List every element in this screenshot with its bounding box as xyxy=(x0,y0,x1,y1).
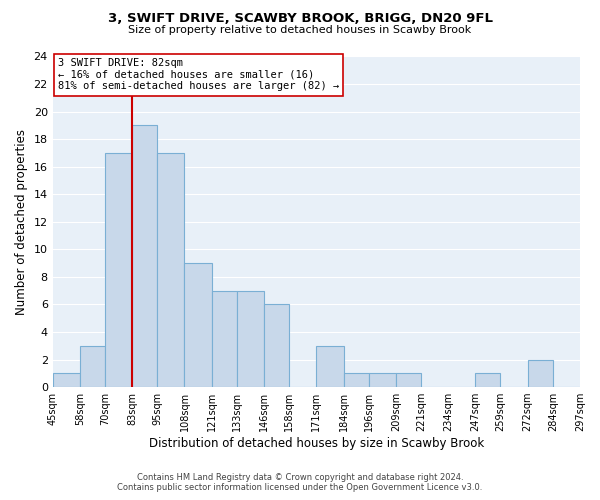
Bar xyxy=(527,360,553,387)
Bar xyxy=(157,153,185,387)
Bar xyxy=(53,374,80,387)
Text: 3, SWIFT DRIVE, SCAWBY BROOK, BRIGG, DN20 9FL: 3, SWIFT DRIVE, SCAWBY BROOK, BRIGG, DN2… xyxy=(107,12,493,26)
Bar xyxy=(316,346,344,387)
Text: 3 SWIFT DRIVE: 82sqm
← 16% of detached houses are smaller (16)
81% of semi-detac: 3 SWIFT DRIVE: 82sqm ← 16% of detached h… xyxy=(58,58,339,92)
Bar xyxy=(132,126,157,387)
Bar xyxy=(368,374,396,387)
Bar xyxy=(105,153,132,387)
Bar xyxy=(475,374,500,387)
X-axis label: Distribution of detached houses by size in Scawby Brook: Distribution of detached houses by size … xyxy=(149,437,484,450)
Text: Size of property relative to detached houses in Scawby Brook: Size of property relative to detached ho… xyxy=(128,25,472,35)
Text: Contains HM Land Registry data © Crown copyright and database right 2024.
Contai: Contains HM Land Registry data © Crown c… xyxy=(118,473,482,492)
Bar xyxy=(237,290,264,387)
Bar xyxy=(212,290,237,387)
Bar xyxy=(80,346,105,387)
Bar xyxy=(396,374,421,387)
Bar xyxy=(264,304,289,387)
Bar xyxy=(185,263,212,387)
Y-axis label: Number of detached properties: Number of detached properties xyxy=(15,129,28,315)
Bar xyxy=(344,374,368,387)
